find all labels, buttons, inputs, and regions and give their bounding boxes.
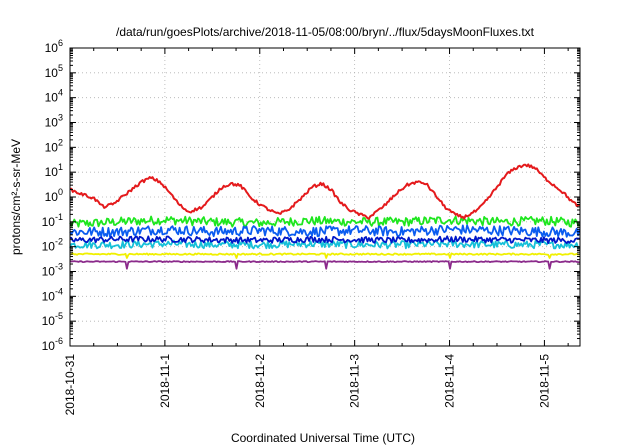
chart-title: /data/run/goesPlots/archive/2018-11-05/0… — [116, 25, 535, 39]
y-axis-tick-labels: 10610510410310210110010-110-210-310-410-… — [42, 38, 63, 353]
y-tick-exponent: 0 — [58, 187, 63, 197]
y-tick-label: 10-4 — [42, 286, 63, 303]
series-line-2 — [69, 215, 581, 228]
grid — [70, 48, 580, 346]
y-tick-label: 10-5 — [42, 311, 63, 328]
y-tick-exponent: 1 — [58, 162, 63, 172]
series-layer — [69, 163, 581, 270]
y-tick-label: 103 — [45, 113, 63, 130]
x-tick-label: 2018-10-31 — [63, 354, 77, 416]
y-tick-exponent: -4 — [55, 286, 63, 296]
series-line-7 — [69, 260, 580, 270]
y-tick-label: 10-3 — [42, 262, 63, 279]
y-tick-exponent: 3 — [58, 113, 63, 123]
y-tick-label: 10-2 — [42, 237, 63, 254]
x-axis-label: Coordinated Universal Time (UTC) — [231, 431, 415, 445]
y-tick-exponent: 6 — [58, 38, 63, 48]
x-tick-label: 2018-11-3 — [348, 354, 362, 408]
axis-ticks — [69, 47, 580, 347]
series-line-3 — [69, 224, 581, 238]
y-axis-label: protons/cm²-s-sr-MeV — [9, 139, 23, 255]
x-tick-label: 2018-11-5 — [537, 354, 551, 408]
x-tick-label: 2018-11-4 — [443, 354, 457, 408]
y-tick-label: 105 — [45, 63, 63, 80]
y-tick-exponent: 2 — [58, 137, 63, 147]
y-tick-label: 101 — [45, 162, 63, 179]
y-tick-exponent: -2 — [55, 237, 63, 247]
y-tick-exponent: 5 — [58, 63, 63, 73]
x-tick-label: 2018-11-2 — [253, 354, 267, 408]
y-tick-label: 100 — [45, 187, 63, 204]
series-line-5 — [69, 235, 580, 245]
y-tick-exponent: -1 — [55, 212, 63, 222]
y-tick-exponent: -6 — [55, 336, 63, 346]
y-tick-label: 10-1 — [42, 212, 63, 229]
y-tick-label: 102 — [45, 137, 63, 154]
x-tick-label: 2018-11-1 — [158, 354, 172, 408]
y-tick-label: 10-6 — [42, 336, 63, 353]
y-tick-exponent: 4 — [58, 88, 63, 98]
series-line-1 — [69, 163, 581, 220]
series-line-4 — [69, 239, 581, 250]
y-tick-label: 106 — [45, 38, 63, 55]
series-line-6 — [69, 252, 580, 259]
y-tick-label: 104 — [45, 88, 63, 105]
y-tick-exponent: -3 — [55, 262, 63, 272]
x-axis-tick-labels: 2018-10-31 2018-11-1 2018-11-2 2018-11-3 201… — [63, 354, 551, 416]
y-tick-exponent: -5 — [55, 311, 63, 321]
